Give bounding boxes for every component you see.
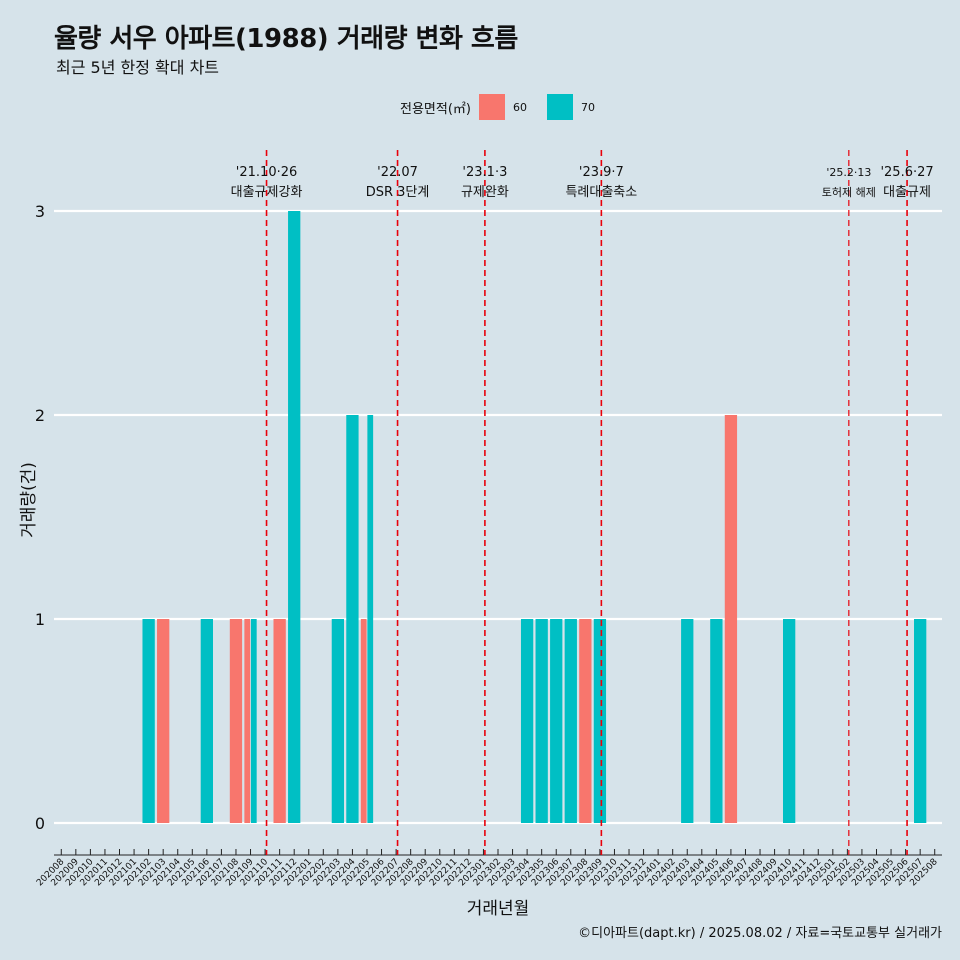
bar-60-202109 xyxy=(244,619,251,823)
event-text-label: 토허제 해제 xyxy=(822,185,876,199)
event-date-label: '23.9·7 xyxy=(579,165,624,180)
bar-60-202111 xyxy=(273,619,286,823)
legend-swatch-70 xyxy=(546,94,573,120)
bar-70-202109 xyxy=(250,619,257,823)
y-axis-title: 거래량(건) xyxy=(19,462,39,538)
bar-70-202304 xyxy=(520,619,534,823)
bar-70-202410 xyxy=(782,619,796,823)
legend-swatch-60 xyxy=(478,94,505,120)
bar-70-202205 xyxy=(367,415,374,823)
bar-60-202205 xyxy=(360,619,367,823)
event-date-label: '25.2·13 xyxy=(826,166,871,179)
bar-70-202112 xyxy=(288,211,301,823)
bar-60-202103 xyxy=(157,619,170,823)
source-caption: ©디아파트(dapt.kr) / 2025.08.02 / 자료=국토교통부 실… xyxy=(578,926,942,941)
event-date-label: '25.6·27 xyxy=(880,165,933,180)
y-tick-label: 1 xyxy=(35,610,45,629)
event-text-label: 대출규제강화 xyxy=(231,185,303,200)
bar-70-202403 xyxy=(681,619,694,823)
bar-70-202307 xyxy=(564,619,577,823)
chart-title: 율량 서우 아파트(1988) 거래량 변화 흐름 xyxy=(54,24,518,54)
chart-subtitle: 최근 5년 한정 확대 차트 xyxy=(56,58,220,77)
bar-70-202507 xyxy=(914,619,927,823)
y-tick-label: 3 xyxy=(35,202,45,221)
event-text-label: 특례대출축소 xyxy=(565,185,637,200)
event-text-label: DSR 3단계 xyxy=(366,185,430,200)
legend-label-70: 70 xyxy=(580,100,595,114)
event-date-label: '22.07 xyxy=(377,165,418,180)
legend: 전용면적(㎡) 60 70 xyxy=(400,92,615,122)
bar-60-202108 xyxy=(229,619,243,823)
event-date-label: '21.10·26 xyxy=(236,165,297,180)
bar-60-202308 xyxy=(579,619,592,823)
event-text-label: 규제완화 xyxy=(461,185,509,200)
bar-70-202309 xyxy=(593,619,607,823)
bar-60-202406 xyxy=(724,415,738,823)
y-tick-label: 2 xyxy=(35,406,45,425)
bar-70-202102 xyxy=(142,619,155,823)
bar-70-202203 xyxy=(331,619,345,823)
bar-70-202204 xyxy=(346,415,359,823)
x-axis-title: 거래년월 xyxy=(467,899,530,919)
bar-70-202306 xyxy=(550,619,563,823)
legend-label-60: 60 xyxy=(512,100,527,114)
y-tick-label: 0 xyxy=(35,814,45,833)
bar-70-202305 xyxy=(535,619,548,823)
legend-title: 전용면적(㎡) xyxy=(400,101,471,117)
event-date-label: '23.1·3 xyxy=(462,165,507,180)
event-text-label: 대출규제 xyxy=(883,185,931,200)
bar-70-202106 xyxy=(200,619,214,823)
bar-70-202405 xyxy=(710,619,723,823)
